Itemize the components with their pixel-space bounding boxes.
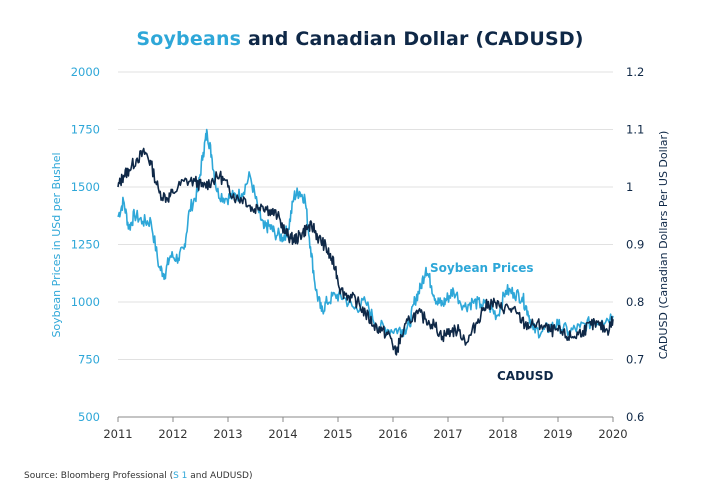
x-tick-label: 2011 xyxy=(103,427,132,441)
chart-title: Soybeans and Canadian Dollar (CADUSD) xyxy=(0,28,720,50)
source-prefix: Source: Bloomberg Professional ( xyxy=(24,471,174,481)
x-tick-label: 2015 xyxy=(323,427,352,441)
x-tick-label: 2013 xyxy=(213,427,242,441)
y-right-tick-label: 0.9 xyxy=(626,238,644,252)
x-tick-label: 2020 xyxy=(598,427,627,441)
y-right-tick-label: 0.7 xyxy=(626,353,644,367)
tick-labels: 500 750 1000 1250 1500 1750 2000 0.6 0.7 0.8 0.9 1 1… xyxy=(50,65,670,441)
soybean-prices-line xyxy=(117,128,614,339)
y-left-tick-label: 750 xyxy=(78,353,100,367)
axes xyxy=(117,416,614,422)
y-left-tick-label: 2000 xyxy=(71,65,100,79)
cadusd-annotation: CADUSD xyxy=(497,369,553,383)
x-tick-label: 2014 xyxy=(268,427,297,441)
chart-title-rest: and Canadian Dollar (CADUSD) xyxy=(241,28,584,50)
y-left-tick-label: 1000 xyxy=(71,295,100,309)
y-right-axis-title: CADUSD (Canadian Dollars Per US Dollar) xyxy=(657,131,670,360)
x-tick-label: 2012 xyxy=(158,427,187,441)
chart-title-soybeans: Soybeans xyxy=(136,28,242,50)
soybean-prices-annotation: Soybean Prices xyxy=(430,261,533,275)
source-note: Source: Bloomberg Professional (S 1 and … xyxy=(24,471,252,481)
y-right-tick-label: 1.2 xyxy=(626,65,644,79)
grid-lines xyxy=(118,71,613,360)
source-suffix: and AUDUSD) xyxy=(187,471,253,481)
x-tick-label: 2017 xyxy=(433,427,462,441)
y-left-tick-label: 500 xyxy=(78,410,100,424)
y-right-tick-label: 0.6 xyxy=(626,410,644,424)
y-right-tick-label: 1.1 xyxy=(626,123,644,137)
y-left-axis-title: Soybean Prices in USd per Bushel xyxy=(50,152,63,337)
source-highlight: S 1 xyxy=(173,471,188,481)
y-right-tick-label: 0.8 xyxy=(626,295,644,309)
y-left-tick-label: 1250 xyxy=(71,238,100,252)
x-tick-label: 2018 xyxy=(488,427,517,441)
y-left-tick-label: 1500 xyxy=(71,180,100,194)
x-tick-label: 2016 xyxy=(378,427,407,441)
cadusd-line xyxy=(117,147,614,356)
y-left-tick-label: 1750 xyxy=(71,123,100,137)
x-tick-label: 2019 xyxy=(543,427,572,441)
y-right-tick-label: 1 xyxy=(626,180,633,194)
series-lines xyxy=(117,128,614,356)
